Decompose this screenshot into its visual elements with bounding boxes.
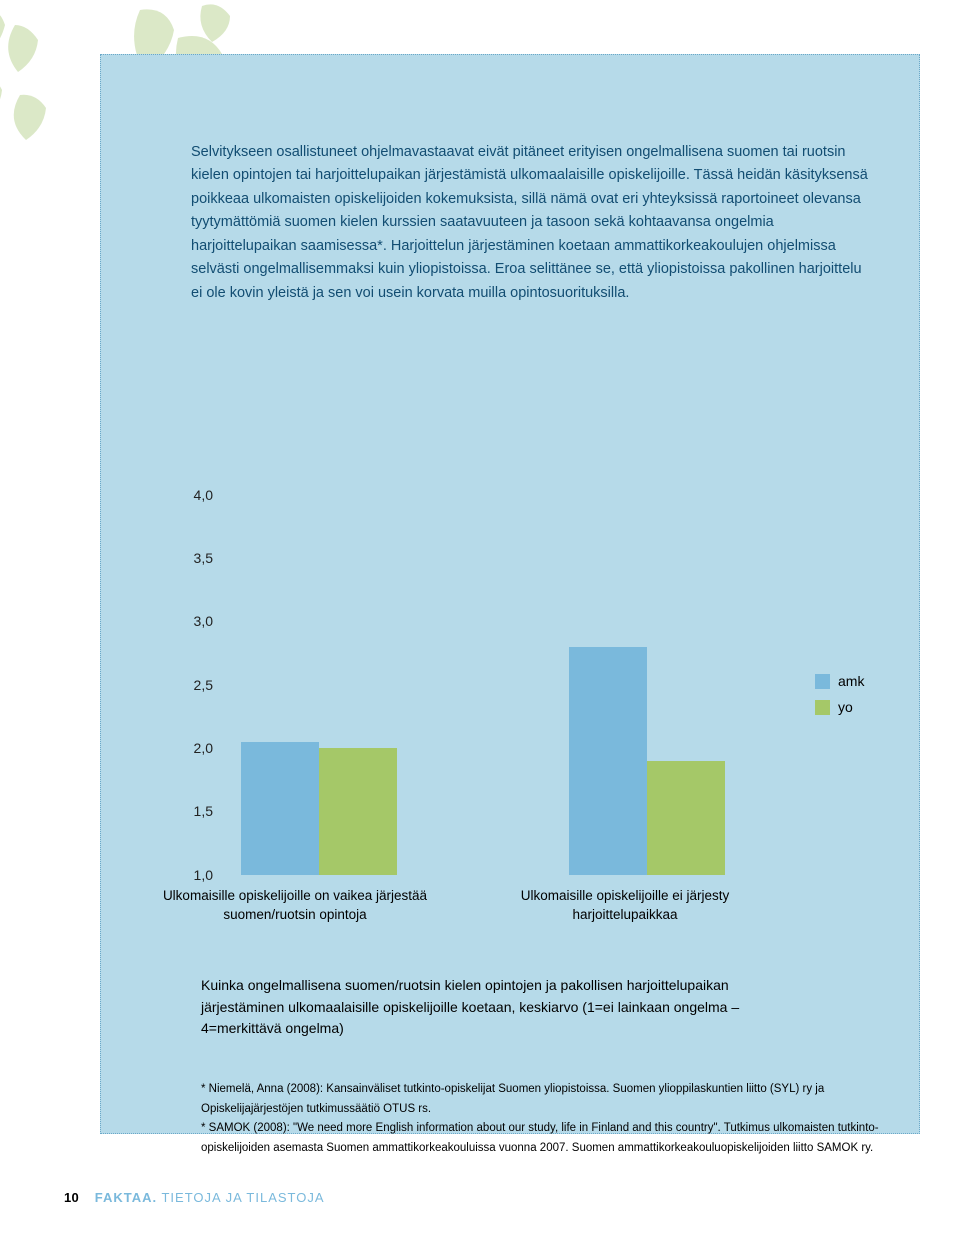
chart-plot-area: 4,0 3,5 3,0 2,5 2,0 1,5 1,0: [169, 495, 789, 875]
bar-chart: 4,0 3,5 3,0 2,5 2,0 1,5 1,0 Ulkomaisille…: [115, 495, 905, 925]
page-number: 10: [64, 1190, 79, 1205]
bar-amk: [569, 647, 647, 875]
bar-amk: [241, 742, 319, 875]
bar-yo: [647, 761, 725, 875]
legend-label: yo: [838, 699, 853, 715]
category-label: Ulkomaisille opiskelijoille ei järjesty …: [485, 887, 765, 925]
y-tick: 1,0: [169, 867, 213, 883]
legend-item: yo: [815, 699, 864, 715]
legend-item: amk: [815, 673, 864, 689]
footer-title-1: FAKTAA.: [95, 1190, 157, 1205]
legend-label: amk: [838, 673, 864, 689]
reference-line: * SAMOK (2008): "We need more English in…: [201, 1119, 881, 1158]
y-tick: 2,5: [169, 677, 213, 693]
bar-yo: [319, 748, 397, 875]
y-tick: 3,5: [169, 550, 213, 566]
chart-caption: Kuinka ongelmallisena suomen/ruotsin kie…: [201, 975, 801, 1040]
y-tick: 4,0: [169, 487, 213, 503]
y-tick: 2,0: [169, 740, 213, 756]
chart-legend: amk yo: [815, 673, 864, 725]
reference-line: * Niemelä, Anna (2008): Kansainväliset t…: [201, 1080, 881, 1119]
content-panel: Selvitykseen osallistuneet ohjelmavastaa…: [100, 54, 920, 1134]
category-label: Ulkomaisille opiskelijoille on vaikea jä…: [155, 887, 435, 925]
footer-title-2: TIETOJA JA TILASTOJA: [157, 1190, 324, 1205]
legend-swatch-yo: [815, 700, 830, 715]
legend-swatch-amk: [815, 674, 830, 689]
references: * Niemelä, Anna (2008): Kansainväliset t…: [201, 1080, 881, 1158]
page-footer: 10 FAKTAA. TIETOJA JA TILASTOJA: [64, 1190, 325, 1205]
intro-paragraph: Selvitykseen osallistuneet ohjelmavastaa…: [191, 141, 876, 305]
y-tick: 1,5: [169, 803, 213, 819]
y-tick: 3,0: [169, 613, 213, 629]
